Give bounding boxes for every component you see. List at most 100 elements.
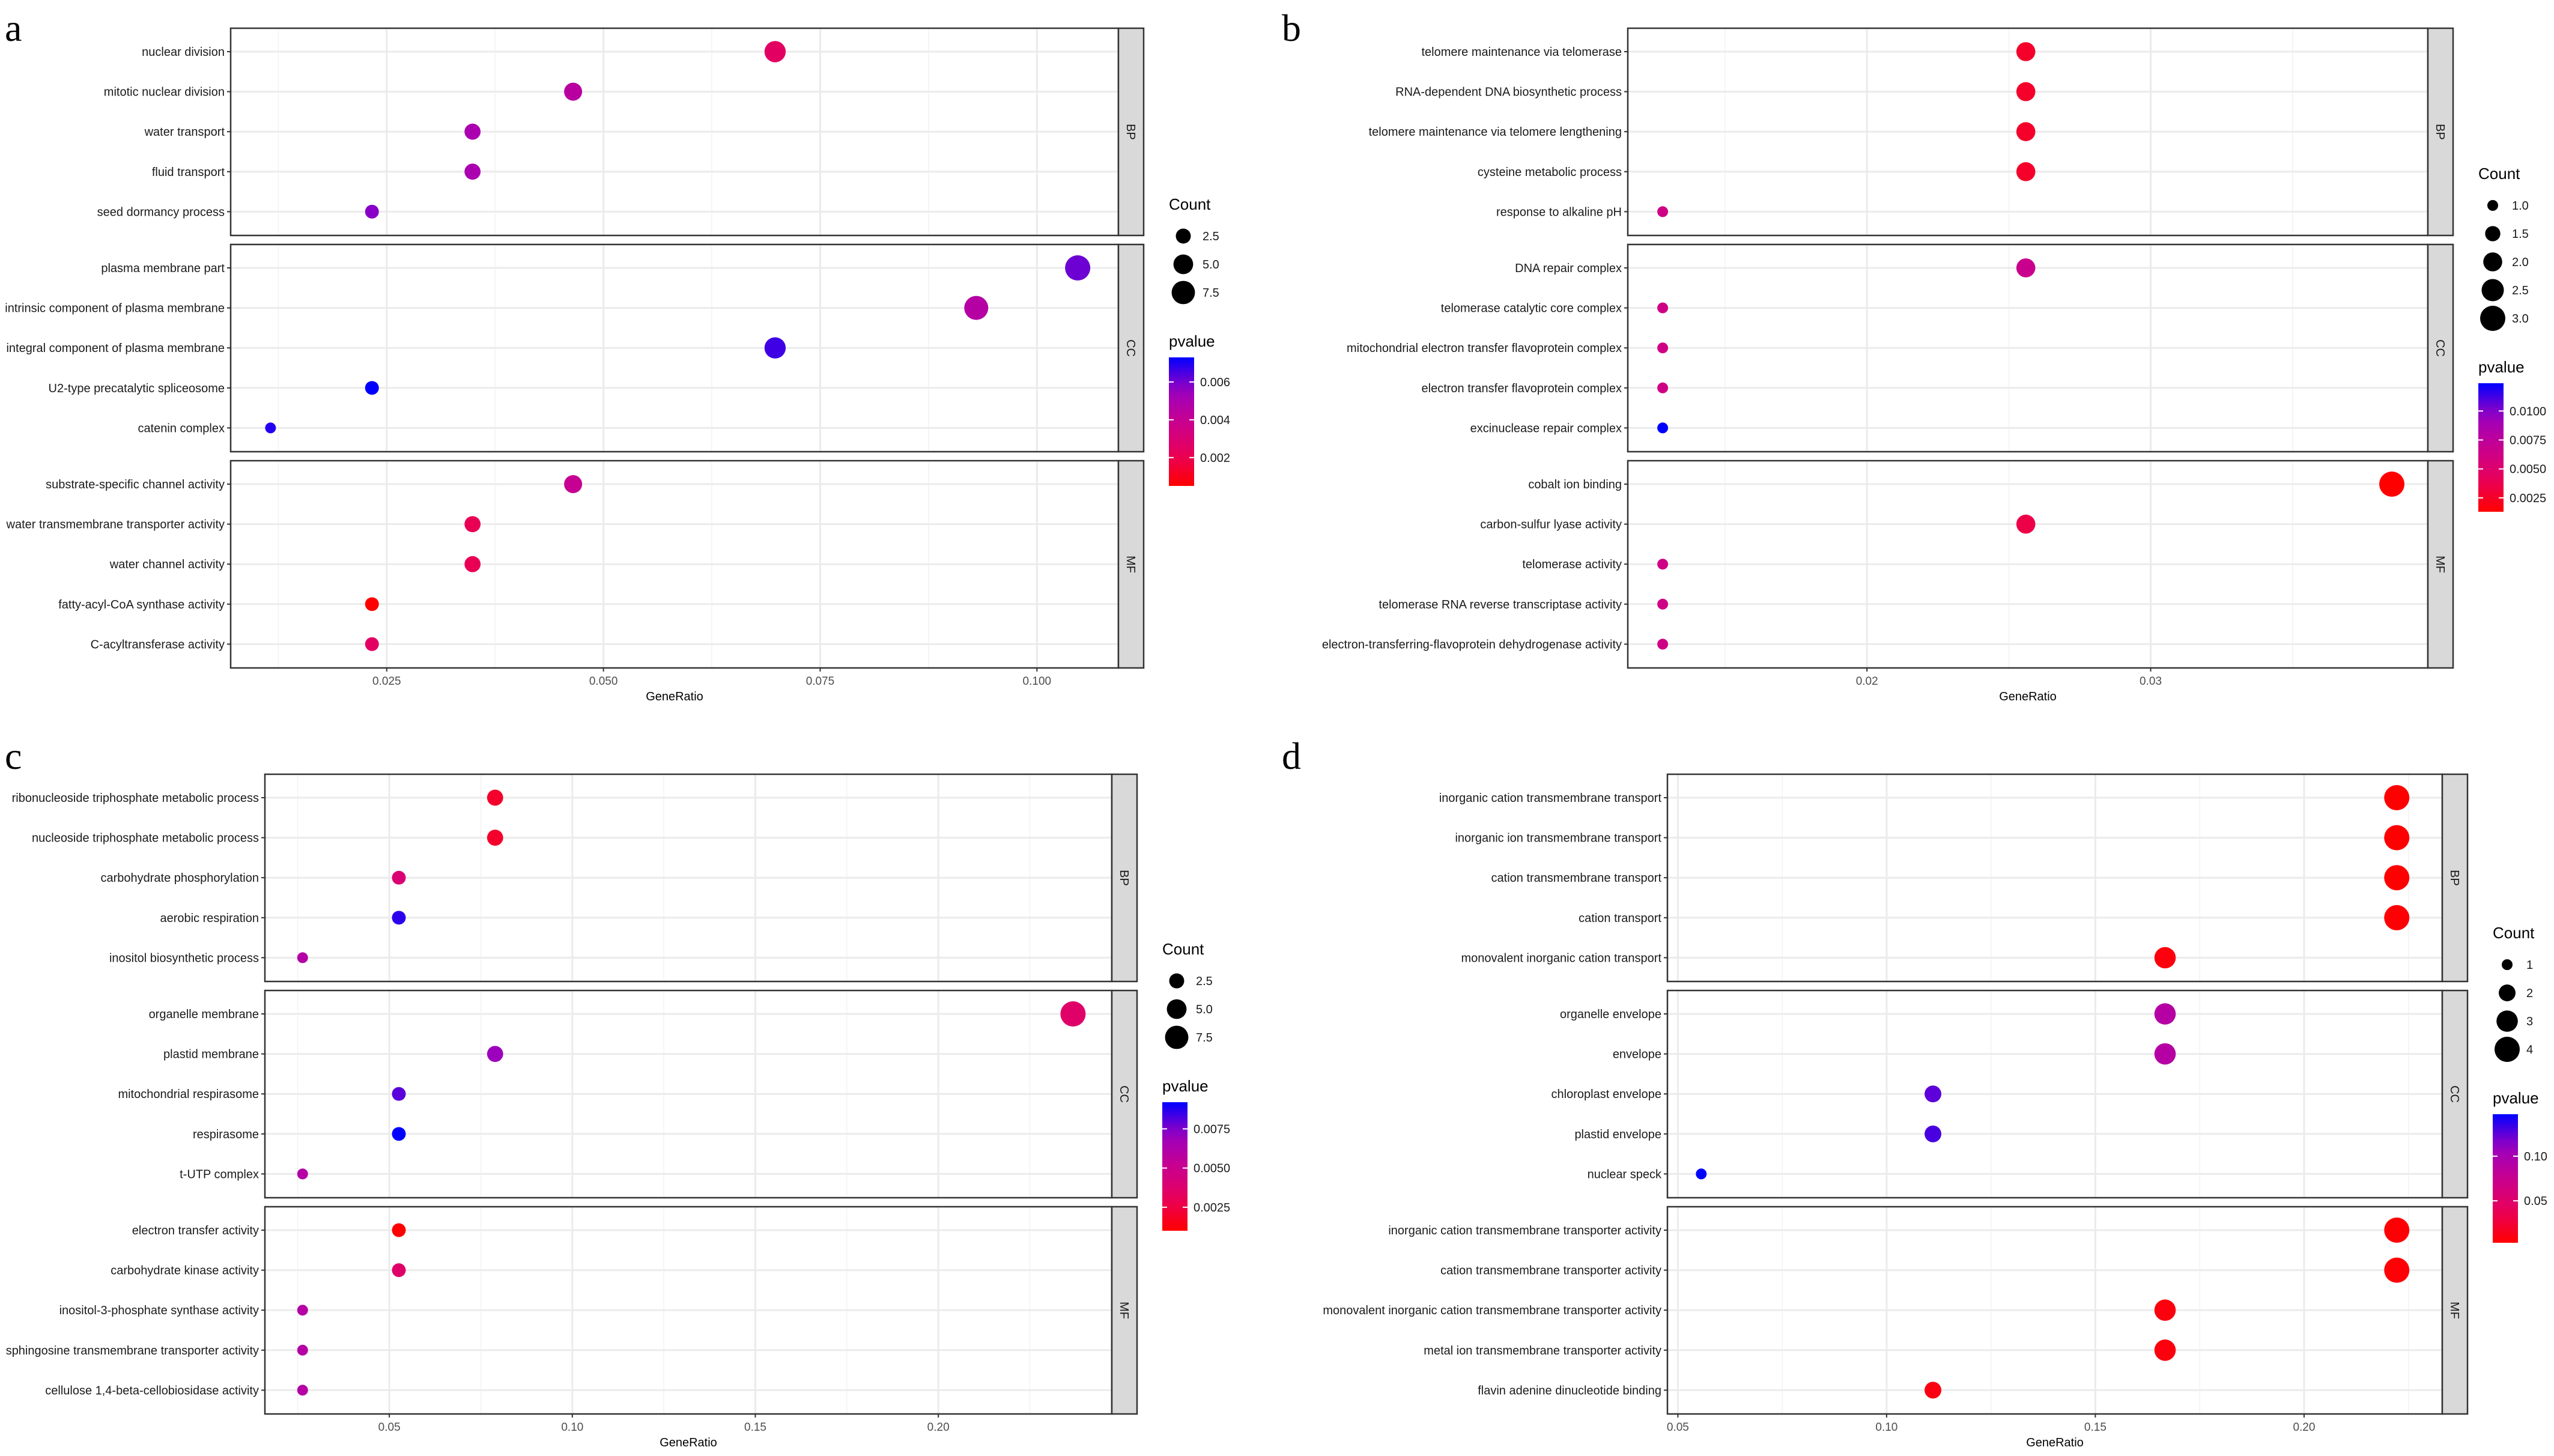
term-label: envelope <box>1613 1048 1661 1061</box>
data-point[interactable] <box>487 1046 503 1062</box>
data-point[interactable] <box>487 830 503 846</box>
data-point[interactable] <box>392 870 406 885</box>
data-point[interactable] <box>1925 1382 1942 1399</box>
data-point[interactable] <box>1657 382 1669 393</box>
data-point[interactable] <box>297 1385 308 1396</box>
data-point[interactable] <box>2154 947 2176 969</box>
data-point[interactable] <box>564 475 583 493</box>
data-point[interactable] <box>764 337 786 359</box>
size-legend-label: 5.0 <box>1203 258 1219 271</box>
data-point[interactable] <box>464 123 481 140</box>
data-point[interactable] <box>392 1087 406 1101</box>
data-point[interactable] <box>265 422 276 434</box>
size-legend-label: 3.0 <box>2512 312 2529 326</box>
facet-strip <box>2441 773 2469 983</box>
data-point[interactable] <box>365 597 379 611</box>
data-point[interactable] <box>1657 342 1669 354</box>
data-point[interactable] <box>2016 514 2036 534</box>
data-point[interactable] <box>297 1305 308 1316</box>
term-label: telomerase RNA reverse transcriptase act… <box>1379 598 1622 611</box>
data-point[interactable] <box>297 952 308 963</box>
color-bar <box>1162 1102 1188 1231</box>
x-tick-label: 0.05 <box>378 1421 401 1434</box>
data-point[interactable] <box>487 789 503 806</box>
data-point[interactable] <box>365 381 379 395</box>
data-point[interactable] <box>297 1168 308 1180</box>
data-point[interactable] <box>2384 905 2410 930</box>
data-point[interactable] <box>1065 255 1091 281</box>
data-point[interactable] <box>1925 1125 1942 1142</box>
data-point[interactable] <box>1657 639 1669 650</box>
data-point[interactable] <box>2016 258 2036 278</box>
data-point[interactable] <box>2016 122 2036 141</box>
facet-mf: substrate-specific channel activity water… <box>6 460 1145 669</box>
data-point[interactable] <box>2384 1257 2410 1283</box>
data-point[interactable] <box>392 1223 406 1237</box>
panel-label: a <box>5 7 22 49</box>
facet-strip-label: MF <box>1117 1302 1130 1319</box>
data-point[interactable] <box>392 911 406 925</box>
data-point[interactable] <box>392 1127 406 1141</box>
term-label: organelle envelope <box>1560 1008 1661 1021</box>
data-point[interactable] <box>464 516 481 532</box>
term-label: DNA repair complex <box>1515 262 1622 275</box>
term-label: nuclear division <box>142 46 225 59</box>
data-point[interactable] <box>297 1344 308 1356</box>
size-legend-label: 2 <box>2526 987 2533 1000</box>
size-legend-label: 4 <box>2526 1043 2533 1057</box>
data-point[interactable] <box>2384 865 2410 891</box>
data-point[interactable] <box>2016 42 2036 61</box>
data-point[interactable] <box>564 82 583 101</box>
facet-strip <box>2427 460 2454 669</box>
term-label: inositol-3-phosphate synthase activity <box>59 1304 259 1317</box>
data-point[interactable] <box>365 637 379 651</box>
data-point[interactable] <box>2016 82 2036 102</box>
data-point[interactable] <box>365 204 379 219</box>
data-point[interactable] <box>392 1263 406 1278</box>
x-tick-label: 0.100 <box>1023 675 1052 688</box>
size-legend-key <box>1173 254 1194 275</box>
data-point[interactable] <box>464 556 481 572</box>
data-point[interactable] <box>2016 162 2036 181</box>
data-point[interactable] <box>1657 559 1669 570</box>
size-legend-label: 2.5 <box>1203 230 1219 243</box>
term-label: nuclear speck <box>1588 1168 1662 1181</box>
panel-d: d inorganic cation transmembrane transpor… <box>1277 728 2554 1456</box>
x-tick-label: 0.20 <box>2293 1421 2315 1434</box>
term-label: carbon-sulfur lyase activity <box>1480 518 1622 532</box>
facet-strip-label: CC <box>2448 1085 2461 1103</box>
data-point[interactable] <box>1696 1168 1707 1180</box>
data-point[interactable] <box>2154 1299 2176 1321</box>
data-point[interactable] <box>2154 1043 2176 1065</box>
term-label: telomerase activity <box>1522 558 1622 571</box>
x-axis-title: GeneRatio <box>646 690 703 703</box>
data-point[interactable] <box>2384 1218 2410 1243</box>
data-point[interactable] <box>1657 302 1669 314</box>
data-point[interactable] <box>1657 422 1669 434</box>
size-legend-title: Count <box>1162 940 1204 958</box>
data-point[interactable] <box>2384 825 2410 851</box>
data-point[interactable] <box>964 296 989 320</box>
facet-mf: electron transfer activity carbohydrate k… <box>6 1206 1138 1415</box>
data-point[interactable] <box>1657 206 1669 217</box>
data-point[interactable] <box>764 41 786 62</box>
data-point[interactable] <box>1060 1001 1086 1027</box>
facet-strip <box>1111 1206 1138 1415</box>
term-label: electron transfer activity <box>132 1224 259 1237</box>
data-point[interactable] <box>1925 1085 1942 1103</box>
term-label: inorganic ion transmembrane transport <box>1455 832 1661 845</box>
size-legend-key <box>2487 200 2498 211</box>
facet-strip <box>2441 989 2469 1199</box>
data-point[interactable] <box>2379 472 2405 497</box>
facet-strip <box>1111 989 1138 1199</box>
size-legend-label: 5.0 <box>1196 1003 1213 1016</box>
panel-a: a nuclear division mitotic nuclear divisio… <box>0 0 1277 728</box>
data-point[interactable] <box>1657 598 1669 610</box>
data-point[interactable] <box>2384 785 2410 810</box>
data-point[interactable] <box>464 163 481 180</box>
data-point[interactable] <box>2154 1339 2176 1361</box>
data-point[interactable] <box>2154 1003 2176 1025</box>
size-legend-key <box>1175 228 1191 244</box>
size-legend-title: Count <box>1169 195 1211 213</box>
term-label: cation transmembrane transport <box>1491 872 1662 885</box>
